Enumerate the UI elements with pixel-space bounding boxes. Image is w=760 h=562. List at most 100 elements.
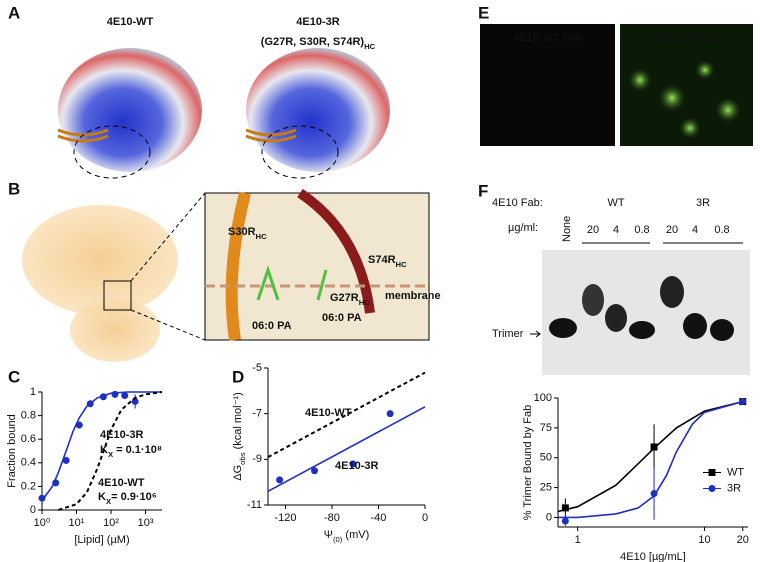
chain	[297, 188, 375, 314]
annotation-part: K	[98, 491, 106, 503]
point	[62, 456, 70, 464]
y-tick-label: 0.4	[21, 457, 36, 469]
point	[561, 504, 569, 512]
gel-lane: 4	[613, 224, 619, 236]
residue-label: G27RHC	[330, 292, 370, 307]
panel-label: A	[8, 3, 20, 22]
residue-label-part: G27R	[330, 292, 359, 304]
annotation-part: X	[108, 450, 114, 459]
lipid	[256, 265, 328, 301]
mutations: (G27R, S30R, S74R)HC	[261, 36, 376, 51]
point	[121, 392, 129, 400]
y-tick-label: -11	[247, 499, 262, 511]
panel-label: D	[232, 367, 244, 386]
fit-line	[557, 400, 743, 513]
gel-lane: 4	[692, 224, 698, 236]
gel	[530, 242, 750, 375]
lipid-label: 06:0 PA	[322, 312, 362, 324]
y-tick-label: -5	[252, 362, 262, 374]
panel-label: E	[478, 3, 489, 22]
micrograph	[480, 24, 615, 146]
point	[111, 390, 119, 398]
x-axis-label: Ψ(0) (mV)	[324, 529, 370, 544]
x-tick-label: 10¹	[69, 517, 85, 529]
panel-a	[57, 48, 390, 179]
point	[349, 460, 357, 468]
cell	[695, 60, 715, 80]
band	[683, 313, 707, 339]
membrane-label: membrane	[385, 290, 441, 302]
zoom-box	[103, 280, 132, 311]
y-tick-label: 1	[30, 386, 36, 398]
band	[710, 319, 734, 341]
micrograph-label: 4E10-WT Fab	[513, 32, 582, 44]
legend-label: 3R	[727, 482, 741, 494]
cell	[658, 84, 686, 112]
x-axis-label-part: (0)	[333, 535, 343, 544]
envelope	[22, 205, 178, 315]
residue-label-part: HC	[359, 298, 371, 307]
band	[582, 284, 604, 316]
zoom-line	[130, 309, 206, 341]
annotation-part: K	[100, 444, 108, 456]
arrow	[530, 330, 541, 338]
y-axis-label: ΔGobs (kcal mol⁻¹)	[232, 392, 247, 481]
annotation-part: = 0.1·10⁸	[113, 444, 162, 456]
y-tick-label: 25	[540, 481, 552, 493]
y-tick-label: -9	[252, 453, 262, 465]
x-tick-label: -40	[371, 512, 387, 524]
residue-label: S74RHC	[368, 254, 407, 269]
cell	[628, 68, 652, 92]
gel-label: 4E10 Fab:	[492, 197, 543, 209]
y-tick-label: 0.8	[21, 410, 36, 422]
x-tick-label: 0	[422, 512, 428, 524]
band	[629, 321, 655, 339]
x-tick-label: 10⁰	[34, 517, 51, 529]
fit-line	[267, 371, 426, 458]
y-tick-label: 0.2	[21, 480, 36, 492]
annotation-part: X	[106, 497, 112, 506]
gel-lane: 20	[666, 224, 678, 236]
residue-label-part: HC	[256, 232, 268, 241]
point	[276, 476, 284, 484]
annotation-part: = 0.9·10⁶	[111, 491, 157, 503]
panel-label: F	[478, 181, 488, 200]
protein-surface	[58, 48, 202, 172]
panel-b	[22, 188, 430, 362]
point	[38, 494, 46, 502]
x-tick-label: 10³	[138, 517, 154, 529]
fit-line	[558, 400, 743, 519]
residue-label: S30RHC	[228, 226, 267, 241]
x-tick-label: 20	[737, 534, 749, 546]
panel-label: B	[8, 179, 20, 198]
y-axis-label: Fraction bound	[6, 414, 18, 487]
x-tick-label: 1	[575, 534, 581, 546]
x-tick-label: -80	[324, 512, 340, 524]
x-axis-label: 4E10 [µg/mL]	[620, 551, 686, 562]
mutations-part: HC	[364, 42, 376, 51]
envelope	[70, 298, 160, 362]
fit-line	[58, 391, 163, 511]
panel-e	[480, 24, 753, 146]
panel-label: C	[8, 367, 20, 386]
y-axis-label-part: (kcal mol⁻¹)	[232, 392, 244, 452]
y-tick-label: 0	[546, 511, 552, 523]
residue-label-part: S30R	[228, 226, 256, 238]
lipid-label: 06:0 PA	[252, 320, 292, 332]
gel-lane: 20	[587, 224, 599, 236]
gel-background	[542, 250, 750, 375]
y-tick-label: 50	[540, 452, 552, 464]
protein-surface	[246, 48, 390, 172]
band	[605, 304, 627, 332]
annotation: 4E10-3R	[335, 460, 378, 472]
residue-label-part: S74R	[368, 254, 396, 266]
legend-marker	[708, 485, 716, 492]
gel-lane: 0.8	[634, 224, 649, 236]
y-tick-label: -7	[252, 408, 262, 420]
micrograph-label: 4E10-3R Fab	[653, 32, 719, 44]
x-axis-label-part: (mV)	[342, 529, 369, 541]
y-axis-label-part: ΔG	[232, 465, 244, 481]
annotation: 4E10-WT	[305, 407, 352, 419]
y-axis-label: % Trimer Bound by Fab	[522, 405, 534, 521]
